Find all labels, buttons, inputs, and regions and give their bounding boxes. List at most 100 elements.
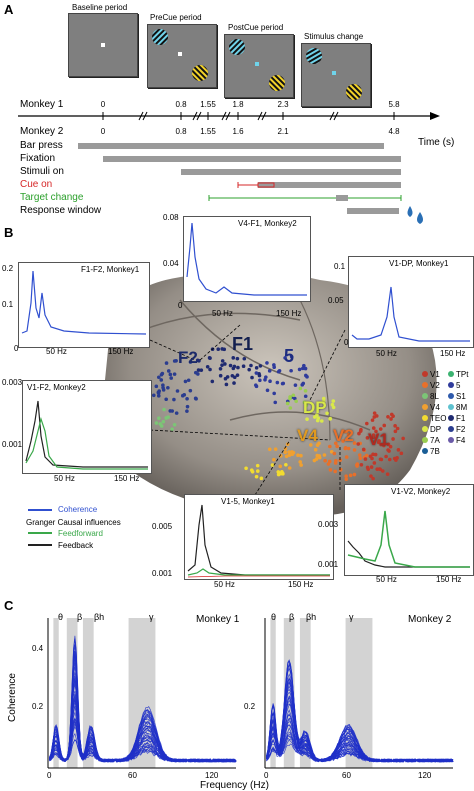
c1-ytick: 0.4: [32, 644, 44, 653]
electrode-dot: [333, 461, 338, 465]
electrode-dot: [328, 468, 333, 472]
band-shade: [283, 618, 295, 768]
electrode-dot: [164, 397, 168, 402]
c2-band-betah: βh: [306, 612, 317, 622]
m1-tick: 5.8: [388, 100, 400, 109]
electrode-dot: [254, 371, 259, 375]
time-axis-label: Time (s): [418, 137, 455, 148]
electrode-dot: [258, 364, 263, 368]
electrode-dot: [172, 422, 177, 427]
area-legend-item: TPt: [448, 370, 468, 379]
electrode-dot: [309, 443, 313, 447]
brain-label-f1: F1: [232, 334, 254, 354]
electrode-dot: [164, 361, 169, 365]
inset-v1-f2: V1-F2, Monkey2: [22, 380, 152, 474]
electrode-dot: [278, 464, 283, 469]
electrode-dot: [329, 450, 334, 454]
electrode-dot: [305, 417, 309, 421]
electrode-dot: [157, 389, 162, 393]
electrode-dot: [254, 474, 259, 479]
area-dot-icon: [448, 437, 454, 443]
electrode-dot: [172, 372, 177, 376]
electrode-dot: [315, 418, 320, 423]
electrode-dot: [386, 442, 391, 447]
m2-tick: 1.6: [232, 127, 244, 136]
area-dot-icon: [422, 404, 428, 410]
xtick: 150 Hz: [114, 474, 140, 483]
electrode-dot: [335, 444, 339, 449]
electrode-dot: [370, 418, 375, 422]
electrode-dot: [365, 421, 369, 426]
electrode-dot: [371, 452, 375, 457]
electrode-dot: [276, 470, 281, 474]
electrode-dot: [232, 381, 236, 385]
brain-label-v1: V1: [368, 430, 389, 449]
electrode-dot: [378, 457, 383, 462]
electrode-dot: [343, 446, 348, 450]
period-title-precue: PreCue period: [150, 13, 202, 22]
electrode-dot: [299, 463, 303, 467]
electrode-dot: [194, 397, 198, 401]
c2-band-theta: θ: [271, 612, 277, 622]
coherence-spectrum-line: [49, 719, 237, 763]
electrode-dot: [267, 447, 272, 452]
electrode-dot: [220, 359, 225, 363]
electrode-dot: [185, 404, 190, 409]
electrode-dot: [275, 380, 280, 385]
xtick: 150 Hz: [276, 309, 302, 318]
electrode-dot: [285, 401, 290, 406]
c1-band-gamma: γ: [149, 612, 154, 622]
electrode-dot: [185, 409, 189, 413]
electrode-dot: [225, 375, 230, 379]
electrode-dot: [265, 361, 269, 365]
ytick: 0.001: [318, 560, 339, 569]
electrode-dot: [270, 463, 275, 467]
electrode-dot: [346, 446, 351, 451]
area-dot-icon: [448, 426, 454, 432]
electrode-dot: [284, 454, 289, 459]
ytick: 0.1: [334, 262, 346, 271]
monkey2-label: Monkey 2: [20, 126, 64, 137]
area-dot-icon: [422, 382, 428, 388]
row-fixation: Fixation: [20, 153, 56, 164]
electrode-dot: [396, 448, 401, 452]
area-dot-icon: [422, 437, 428, 443]
ytick: 0.05: [328, 296, 344, 305]
electrode-dot: [365, 465, 370, 470]
electrode-dot: [342, 429, 347, 434]
electrode-dot: [331, 399, 336, 403]
m2-tick: 0: [100, 127, 106, 136]
electrode-dot: [293, 383, 298, 387]
electrode-dot: [250, 469, 255, 474]
electrode-dot: [288, 406, 293, 410]
precue-screen: [147, 24, 217, 88]
electrode-dot: [185, 396, 189, 401]
electrode-dot: [401, 436, 405, 441]
electrode-dot: [205, 364, 210, 369]
electrode-dot: [235, 373, 240, 377]
xtick: 150 Hz: [436, 575, 462, 584]
electrode-dot: [253, 383, 258, 387]
electrode-dot: [249, 363, 253, 368]
electrode-dot: [255, 463, 260, 468]
electrode-dot: [151, 393, 156, 398]
electrode-dot: [391, 437, 395, 441]
electrode-dot: [395, 426, 400, 431]
electrode-dot: [344, 477, 349, 482]
electrode-dot: [369, 474, 373, 478]
electrode-dot: [357, 453, 362, 457]
electrode-dot: [223, 362, 227, 366]
inset-v1-v2: V1-V2, Monkey2: [344, 484, 474, 576]
electrode-dot: [255, 469, 260, 473]
coherence-spectrum-line: [265, 728, 454, 763]
area-legend-item: 7A: [422, 436, 440, 445]
area-dot-icon: [448, 371, 454, 377]
inset-title: V1-V2, Monkey2: [391, 487, 451, 496]
electrode-dot: [293, 396, 297, 401]
electrode-dot: [199, 368, 204, 372]
electrode-dot: [288, 396, 292, 401]
electrode-dot: [250, 375, 254, 380]
electrode-dot: [298, 386, 303, 391]
area-dot-icon: [422, 415, 428, 421]
electrode-dot: [379, 442, 383, 447]
